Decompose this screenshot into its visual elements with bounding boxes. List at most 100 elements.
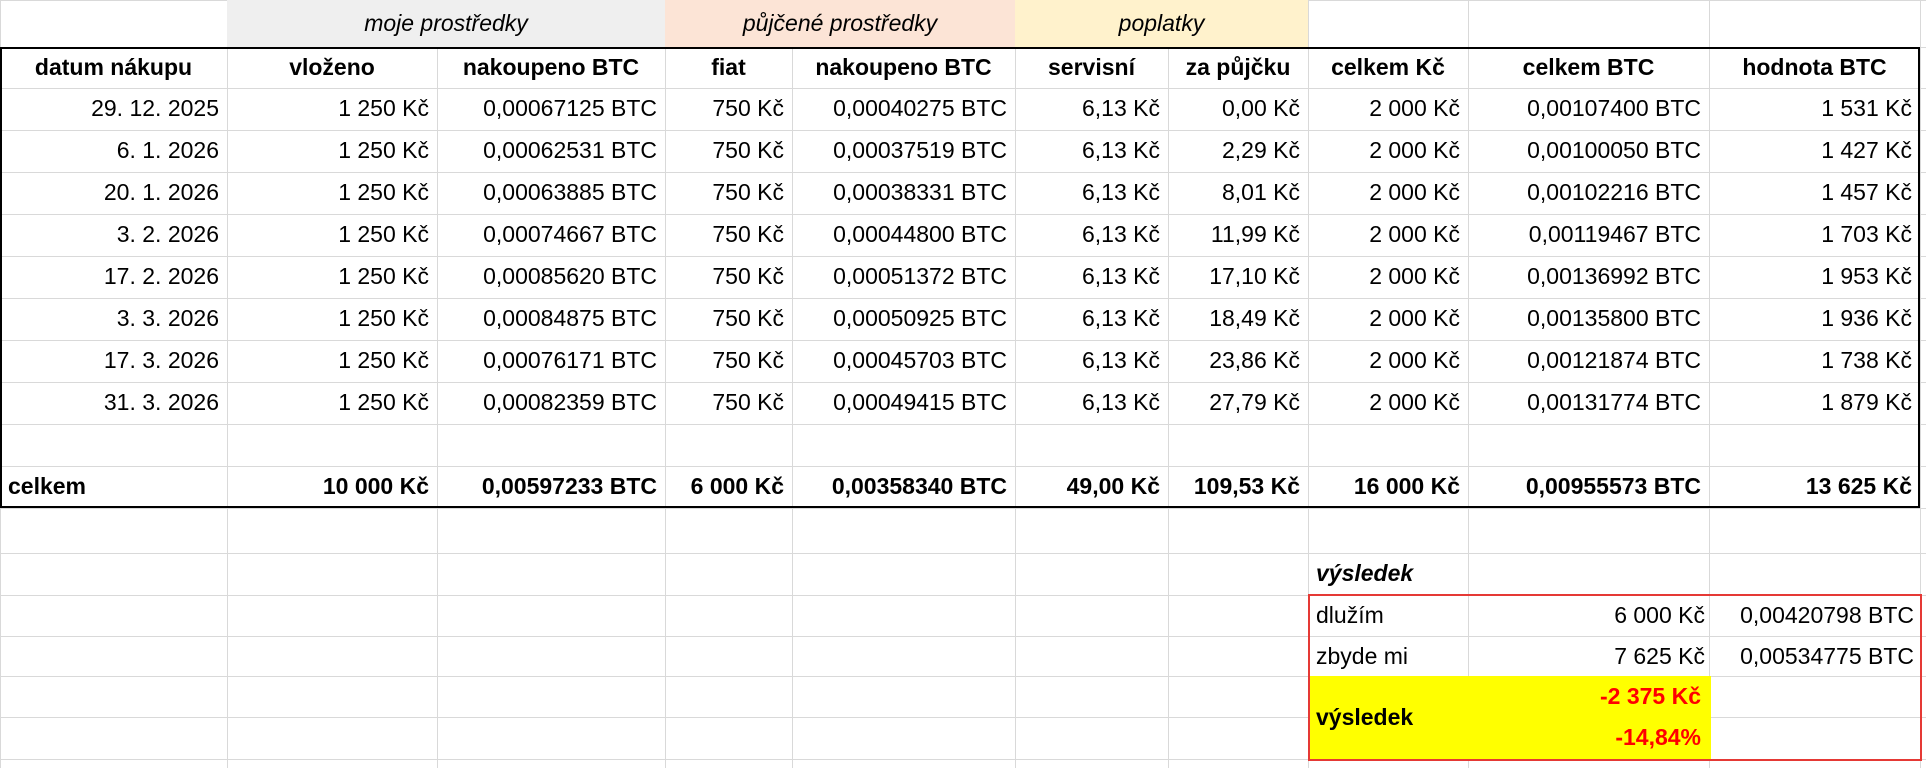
cell-btc-value[interactable]: 1 953 Kč	[1821, 263, 1912, 289]
cell-fiat[interactable]: 750 Kč	[712, 95, 784, 121]
cell-own-btc[interactable]: 0,00074667 BTC	[483, 221, 657, 247]
total-total-czk[interactable]: 16 000 Kč	[1353, 473, 1460, 499]
cell-date[interactable]: 6. 1. 2026	[116, 137, 219, 163]
cell-borrowed-btc[interactable]: 0,00040275 BTC	[833, 95, 1007, 121]
cell-loan-fee[interactable]: 18,49 Kč	[1209, 305, 1300, 331]
cell-borrowed-btc[interactable]: 0,00049415 BTC	[833, 389, 1007, 415]
cell-total-czk[interactable]: 2 000 Kč	[1369, 137, 1460, 163]
cell-btc-value[interactable]: 1 879 Kč	[1821, 389, 1912, 415]
cell-date[interactable]: 29. 12. 2025	[91, 95, 219, 121]
cell-own-btc[interactable]: 0,00076171 BTC	[483, 347, 657, 373]
cell-date[interactable]: 3. 3. 2026	[116, 305, 219, 331]
cell-deposited[interactable]: 1 250 Kč	[338, 389, 429, 415]
result-percent[interactable]: -14,84%	[1615, 724, 1701, 750]
total-loan-fee[interactable]: 109,53 Kč	[1193, 473, 1300, 499]
cell-fiat[interactable]: 750 Kč	[712, 221, 784, 247]
owe-btc[interactable]: 0,00420798 BTC	[1740, 602, 1914, 628]
cell-service-fee[interactable]: 6,13 Kč	[1082, 347, 1160, 373]
remain-czk[interactable]: 7 625 Kč	[1614, 643, 1705, 669]
cell-own-btc[interactable]: 0,00067125 BTC	[483, 95, 657, 121]
total-fiat[interactable]: 6 000 Kč	[690, 473, 784, 499]
cell-loan-fee[interactable]: 11,99 Kč	[1210, 221, 1300, 247]
total-deposited[interactable]: 10 000 Kč	[322, 473, 429, 499]
cell-btc-value[interactable]: 1 457 Kč	[1821, 179, 1912, 205]
cell-fiat[interactable]: 750 Kč	[712, 137, 784, 163]
cell-borrowed-btc[interactable]: 0,00050925 BTC	[833, 305, 1007, 331]
cell-borrowed-btc[interactable]: 0,00045703 BTC	[833, 347, 1007, 373]
cell-deposited[interactable]: 1 250 Kč	[338, 347, 429, 373]
cell-total-btc[interactable]: 0,00136992 BTC	[1527, 263, 1701, 289]
cell-total-btc[interactable]: 0,00121874 BTC	[1527, 347, 1701, 373]
cell-service-fee[interactable]: 6,13 Kč	[1082, 179, 1160, 205]
cell-date[interactable]: 17. 3. 2026	[103, 347, 219, 373]
remain-label[interactable]: zbyde mi	[1316, 643, 1409, 669]
cell-total-btc[interactable]: 0,00135800 BTC	[1527, 305, 1701, 331]
totals-label[interactable]: celkem	[8, 473, 87, 499]
result-czk[interactable]: -2 375 Kč	[1599, 683, 1701, 709]
cell-service-fee[interactable]: 6,13 Kč	[1082, 221, 1160, 247]
cell-btc-value[interactable]: 1 703 Kč	[1821, 221, 1912, 247]
cell-loan-fee[interactable]: 27,79 Kč	[1209, 389, 1300, 415]
cell-total-btc[interactable]: 0,00100050 BTC	[1527, 137, 1701, 163]
cell-btc-value[interactable]: 1 531 Kč	[1821, 95, 1912, 121]
result-label[interactable]: výsledek	[1316, 704, 1414, 730]
cell-total-btc[interactable]: 0,00107400 BTC	[1527, 95, 1701, 121]
cell-deposited[interactable]: 1 250 Kč	[338, 137, 429, 163]
cell-deposited[interactable]: 1 250 Kč	[338, 221, 429, 247]
cell-deposited[interactable]: 1 250 Kč	[338, 179, 429, 205]
cell-fiat[interactable]: 750 Kč	[712, 389, 784, 415]
cell-loan-fee[interactable]: 8,01 Kč	[1222, 179, 1300, 205]
cell-loan-fee[interactable]: 17,10 Kč	[1209, 263, 1300, 289]
cell-own-btc[interactable]: 0,00082359 BTC	[483, 389, 657, 415]
owe-label[interactable]: dlužím	[1316, 602, 1384, 628]
cell-deposited[interactable]: 1 250 Kč	[338, 305, 429, 331]
total-btc-value[interactable]: 13 625 Kč	[1805, 473, 1912, 499]
cell-total-czk[interactable]: 2 000 Kč	[1369, 263, 1460, 289]
cell-service-fee[interactable]: 6,13 Kč	[1082, 389, 1160, 415]
cell-date[interactable]: 31. 3. 2026	[103, 389, 219, 415]
cell-own-btc[interactable]: 0,00085620 BTC	[483, 263, 657, 289]
cell-date[interactable]: 17. 2. 2026	[103, 263, 219, 289]
cell-borrowed-btc[interactable]: 0,00051372 BTC	[833, 263, 1007, 289]
cell-total-czk[interactable]: 2 000 Kč	[1369, 95, 1460, 121]
cell-total-czk[interactable]: 2 000 Kč	[1369, 389, 1460, 415]
cell-borrowed-btc[interactable]: 0,00037519 BTC	[833, 137, 1007, 163]
owe-czk[interactable]: 6 000 Kč	[1614, 602, 1705, 628]
cell-loan-fee[interactable]: 23,86 Kč	[1209, 347, 1300, 373]
cell-btc-value[interactable]: 1 936 Kč	[1821, 305, 1912, 331]
cell-total-btc[interactable]: 0,00119467 BTC	[1528, 221, 1701, 247]
cell-total-btc[interactable]: 0,00131774 BTC	[1527, 389, 1701, 415]
cell-own-btc[interactable]: 0,00062531 BTC	[483, 137, 657, 163]
cell-btc-value[interactable]: 1 738 Kč	[1821, 347, 1912, 373]
cell-own-btc[interactable]: 0,00084875 BTC	[483, 305, 657, 331]
cell-deposited[interactable]: 1 250 Kč	[338, 263, 429, 289]
cell-deposited[interactable]: 1 250 Kč	[338, 95, 429, 121]
cell-total-czk[interactable]: 2 000 Kč	[1369, 221, 1460, 247]
cell-fiat[interactable]: 750 Kč	[712, 305, 784, 331]
cell-fiat[interactable]: 750 Kč	[712, 347, 784, 373]
cell-service-fee[interactable]: 6,13 Kč	[1082, 95, 1160, 121]
cell-fiat[interactable]: 750 Kč	[712, 263, 784, 289]
cell-service-fee[interactable]: 6,13 Kč	[1082, 263, 1160, 289]
cell-loan-fee[interactable]: 0,00 Kč	[1222, 95, 1300, 121]
cell-total-czk[interactable]: 2 000 Kč	[1369, 305, 1460, 331]
cell-loan-fee[interactable]: 2,29 Kč	[1222, 137, 1300, 163]
cell-own-btc[interactable]: 0,00063885 BTC	[483, 179, 657, 205]
cell-fiat[interactable]: 750 Kč	[712, 179, 784, 205]
remain-btc[interactable]: 0,00534775 BTC	[1740, 643, 1914, 669]
cell-date[interactable]: 20. 1. 2026	[103, 179, 219, 205]
total-service-fee[interactable]: 49,00 Kč	[1066, 473, 1160, 499]
cell-btc-value[interactable]: 1 427 Kč	[1821, 137, 1912, 163]
cell-total-czk[interactable]: 2 000 Kč	[1369, 179, 1460, 205]
cell-total-btc[interactable]: 0,00102216 BTC	[1527, 179, 1701, 205]
cell-total-czk[interactable]: 2 000 Kč	[1369, 347, 1460, 373]
cell-service-fee[interactable]: 6,13 Kč	[1082, 305, 1160, 331]
cell-date[interactable]: 3. 2. 2026	[116, 221, 219, 247]
total-own-btc[interactable]: 0,00597233 BTC	[481, 473, 657, 499]
cell-borrowed-btc[interactable]: 0,00044800 BTC	[833, 221, 1007, 247]
total-total-btc[interactable]: 0,00955573 BTC	[1525, 473, 1701, 499]
total-borrowed-btc[interactable]: 0,00358340 BTC	[831, 473, 1007, 499]
cell-borrowed-btc[interactable]: 0,00038331 BTC	[833, 179, 1007, 205]
cell-service-fee[interactable]: 6,13 Kč	[1082, 137, 1160, 163]
fees-band	[1015, 0, 1308, 47]
